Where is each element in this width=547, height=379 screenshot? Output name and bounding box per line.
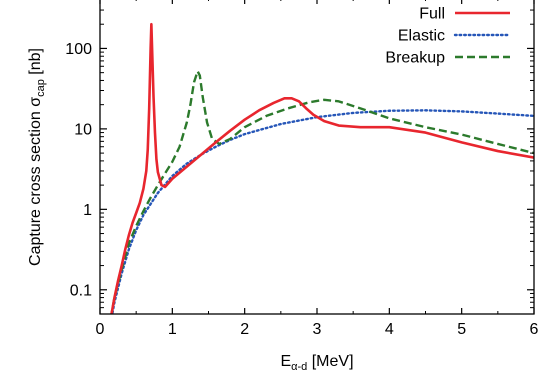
x-tick-label: 3 (313, 321, 322, 338)
legend: Full Elastic Breakup (385, 6, 512, 67)
series-line-breakup (110, 70, 534, 314)
legend-label-breakup: Breakup (385, 50, 445, 67)
y-tick-label: 1 (83, 202, 92, 219)
series-line-elastic (111, 109, 534, 314)
x-axis: 0 1 2 3 4 5 6 (96, 0, 539, 338)
y-tick-label: 10 (74, 121, 92, 138)
y-tick-label: 100 (65, 41, 92, 58)
y-tick-label: 0.1 (70, 282, 92, 299)
x-tick-label: 0 (96, 321, 105, 338)
series-layer (110, 22, 534, 314)
x-axis-title: Eα-d [MeV] (280, 353, 353, 373)
legend-label-elastic: Elastic (398, 28, 445, 45)
legend-label-full: Full (419, 6, 445, 23)
x-tick-label: 1 (168, 321, 177, 338)
y-axis-title: Capture cross section σcap [nb] (27, 48, 47, 266)
x-tick-label: 4 (385, 321, 394, 338)
y-axis: 0.1 1 10 100 (65, 9, 534, 309)
x-tick-label: 6 (530, 321, 539, 338)
plot-frame (99, 0, 535, 315)
x-tick-label: 5 (457, 321, 466, 338)
series-line-full (110, 22, 534, 314)
x-tick-label: 2 (240, 321, 249, 338)
